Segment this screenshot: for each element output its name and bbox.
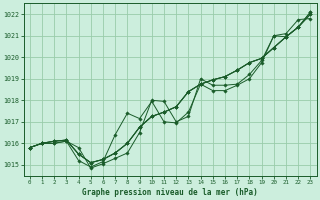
X-axis label: Graphe pression niveau de la mer (hPa): Graphe pression niveau de la mer (hPa) <box>82 188 258 197</box>
